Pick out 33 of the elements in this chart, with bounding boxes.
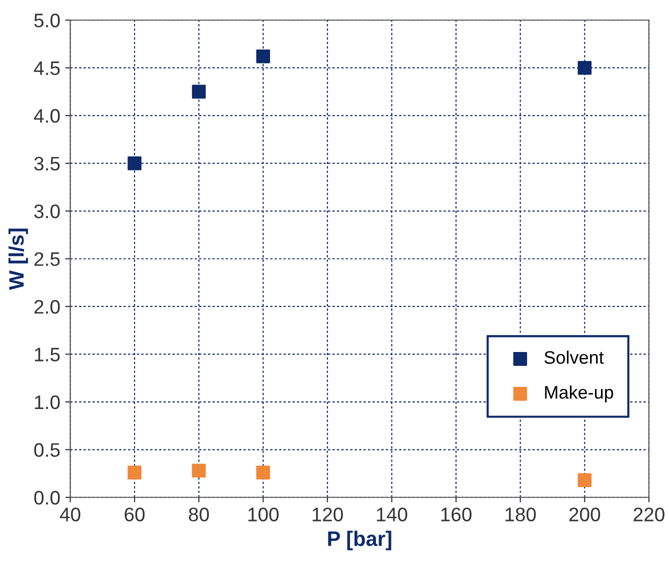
y-tick-label: 3.5 — [34, 156, 60, 171]
y-tick-label: 5.0 — [34, 14, 60, 28]
point — [578, 473, 592, 488]
x-tick-label: 120 — [312, 508, 343, 522]
y-tick-label: 4.0 — [34, 109, 60, 123]
y-axis-title: W [l/s] — [8, 228, 28, 290]
legend-label: Make-up — [545, 385, 614, 402]
x-tick-label: 200 — [569, 508, 600, 522]
y-tick-label: 4.5 — [34, 62, 60, 76]
x-tick-label: 140 — [377, 508, 408, 522]
point — [192, 464, 206, 478]
x-tick-label: 100 — [248, 508, 279, 522]
point — [256, 49, 270, 64]
x-tick-label: 80 — [188, 508, 209, 522]
point — [256, 466, 270, 480]
x-axis-title: P [bar] — [328, 530, 392, 550]
y-tick-label: 0.5 — [34, 443, 60, 457]
x-tick-label: 60 — [124, 508, 145, 522]
y-tick-label: 1.5 — [34, 348, 60, 362]
y-tick-label: 2.5 — [34, 252, 60, 266]
point — [128, 156, 142, 170]
y-tick-label: 1.0 — [34, 395, 60, 410]
point — [192, 84, 206, 99]
y-tick-label: 2.0 — [34, 300, 60, 314]
x-tick-label: 40 — [60, 508, 80, 522]
point — [128, 466, 142, 480]
x-tick-label: 160 — [441, 508, 472, 522]
point — [578, 60, 592, 75]
x-tick-label: 220 — [634, 508, 664, 522]
y-tick-label: 3.0 — [34, 204, 60, 218]
legend-label: Solvent — [544, 350, 604, 364]
x-tick-label: 180 — [506, 508, 536, 522]
y-tick-label: 0.0 — [34, 490, 60, 505]
